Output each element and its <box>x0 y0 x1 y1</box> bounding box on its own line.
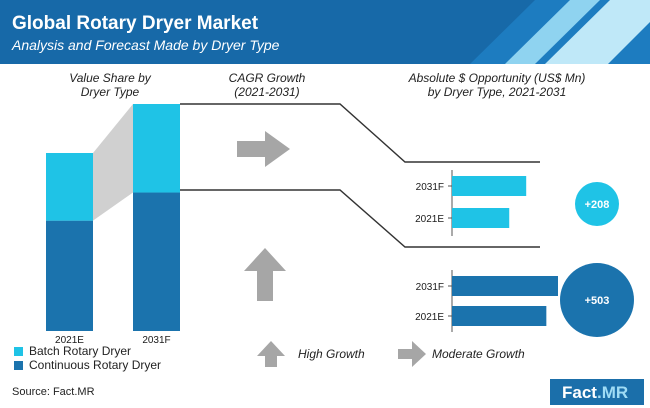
brand-logo <box>550 379 644 405</box>
opportunity-heading-line2: by Dryer Type, 2021-2031 <box>428 85 567 99</box>
moderate-growth-arrow-icon <box>398 341 426 367</box>
batch-flow-line <box>180 103 540 163</box>
share-heading-line2: Dryer Type <box>81 85 140 99</box>
footer: Source: Fact.MR Fact.MR <box>12 379 644 405</box>
header: Global Rotary Dryer Market Analysis and … <box>0 0 650 64</box>
cagr-heading-line2: (2021-2031) <box>234 85 299 99</box>
high-growth-label: High Growth <box>298 347 365 361</box>
share-chart: 2021E 2031F <box>46 104 180 346</box>
share-heading-line1: Value Share by <box>69 71 152 85</box>
page-subtitle: Analysis and Forecast Made by Dryer Type <box>11 37 280 53</box>
legend-label-batch: Batch Rotary Dryer <box>29 344 131 358</box>
brand-logo-text: Fact.MR <box>562 383 628 402</box>
opportunity-bubbles: +208 +503 <box>560 182 634 337</box>
share-tick-label: 2021E <box>55 335 84 346</box>
batch-opportunity-value: +208 <box>585 199 610 211</box>
share-bar-continuous-2031F <box>133 192 180 331</box>
opportunity-tick-label: 2021E <box>415 312 444 323</box>
continuous-opportunity-bubble <box>560 263 634 337</box>
page-title: Global Rotary Dryer Market <box>12 13 259 34</box>
legend-label-continuous: Continuous Rotary Dryer <box>29 358 161 372</box>
continuous-opportunity-value: +503 <box>585 295 610 307</box>
batch-moderate-arrow-icon <box>237 131 290 167</box>
opportunity-tick-label: 2031F <box>416 182 444 193</box>
opportunity-chart: 2031F 2021E 2031F 2021E <box>415 170 558 332</box>
cagr-heading-line1: CAGR Growth <box>229 71 306 85</box>
opportunity-bar-continuous-2021E <box>452 306 547 326</box>
opportunity-tick-label: 2031F <box>416 282 444 293</box>
share-connector <box>93 104 133 221</box>
opportunity-heading-line1: Absolute $ Opportunity (US$ Mn) <box>408 71 586 85</box>
opportunity-bar-batch-2021E <box>452 208 510 228</box>
header-stripe-pale <box>545 0 650 64</box>
continuous-high-arrow-icon <box>244 248 286 301</box>
brand-name: Fact <box>562 383 597 402</box>
growth-legend: High Growth Moderate Growth <box>257 341 525 367</box>
continuous-flow-line <box>180 189 540 248</box>
header-stripe-light <box>505 0 600 64</box>
opportunity-bar-continuous-2031F <box>452 276 558 296</box>
legend: Batch Rotary Dryer Continuous Rotary Dry… <box>14 344 161 372</box>
opportunity-tick-label: 2021E <box>415 214 444 225</box>
flow-lines <box>180 103 540 248</box>
opportunity-bar-batch-2031F <box>452 176 527 196</box>
legend-swatch-batch <box>14 347 23 356</box>
share-tick-label: 2031F <box>142 335 170 346</box>
cagr-arrows <box>237 131 290 301</box>
source-note: Source: Fact.MR <box>12 386 95 398</box>
legend-swatch-continuous <box>14 361 23 370</box>
share-bar-batch-2031F <box>133 104 180 193</box>
brand-suffix: .MR <box>597 383 628 402</box>
high-growth-arrow-icon <box>257 341 285 367</box>
batch-opportunity-bubble <box>575 182 619 226</box>
share-bar-continuous-2021E <box>46 220 93 331</box>
share-bar-batch-2021E <box>46 153 93 221</box>
moderate-growth-label: Moderate Growth <box>432 347 525 361</box>
